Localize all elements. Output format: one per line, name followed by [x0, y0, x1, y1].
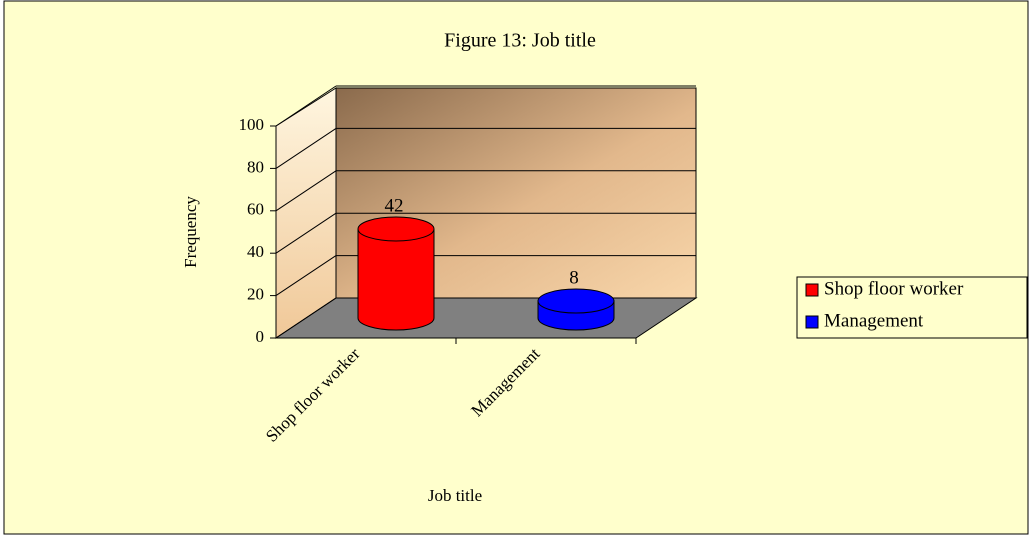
y-tick-label: 100	[239, 115, 265, 134]
chart-title: Figure 13: Job title	[444, 30, 596, 52]
y-tick-label: 40	[247, 242, 264, 261]
floor	[274, 297, 698, 339]
data-label: 8	[569, 267, 579, 288]
y-tick-label: 20	[247, 285, 264, 304]
x-axis-label: Job title	[428, 486, 482, 505]
bar	[358, 228, 434, 318]
grid-line	[275, 85, 337, 127]
legend	[796, 276, 1028, 339]
grid-line	[275, 212, 337, 254]
grid-line	[275, 297, 337, 339]
y-tick-label: 60	[247, 200, 264, 219]
y-axis-label: Frequency	[181, 196, 200, 268]
y-tick-label: 80	[247, 157, 264, 176]
bar-top	[537, 288, 615, 314]
bar-top	[357, 216, 435, 242]
side-wall	[275, 87, 337, 339]
grid-line	[275, 255, 337, 297]
legend-swatch	[805, 283, 819, 297]
legend-label: Management	[824, 310, 924, 331]
data-label: 42	[385, 195, 404, 216]
legend-label: Shop floor worker	[824, 278, 964, 299]
grid-line	[275, 127, 337, 169]
y-tick-label: 0	[256, 327, 265, 346]
grid-line	[275, 170, 337, 212]
legend-swatch	[805, 315, 819, 329]
